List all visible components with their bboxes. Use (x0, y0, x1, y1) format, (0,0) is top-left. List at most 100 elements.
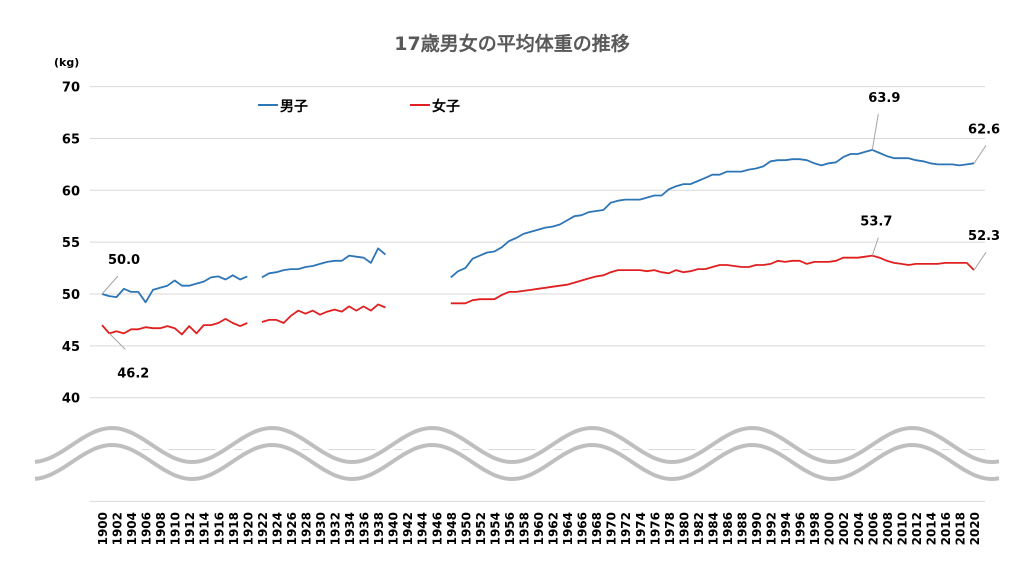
data-label-leader (101, 275, 119, 295)
x-tick-label: 1932 (329, 512, 343, 545)
data-labels: 50.0 46.2 63.9 62.6 53.7 52.3 (101, 91, 1000, 381)
data-label-leader (108, 333, 126, 350)
x-tick-labels: 1900 1902 1904 1906 1908 1910 1912 1914 1916 1918… (96, 512, 982, 545)
x-tick-label: 1964 (561, 512, 575, 545)
x-tick-label: 1974 (634, 512, 648, 545)
data-label: 53.7 (860, 215, 892, 230)
x-tick-label: 1942 (401, 512, 415, 545)
x-tick-label: 1934 (343, 512, 357, 545)
data-label-leader (871, 237, 879, 256)
x-tick-label: 1998 (808, 512, 822, 545)
x-tick-label: 1904 (125, 512, 139, 545)
x-tick-label: 1980 (677, 512, 691, 545)
chart-title: 17歳男女の平均体重の推移 (394, 32, 629, 55)
axis-break-symbol (34, 422, 1000, 485)
y-axis-unit: (kg) (54, 56, 79, 69)
y-tick-label: 40 (62, 392, 80, 407)
legend: 男子 女子 (258, 98, 460, 115)
x-tick-label: 1916 (212, 512, 226, 545)
x-tick-label: 1922 (256, 512, 270, 545)
x-tick-label: 1912 (183, 512, 197, 545)
x-tick-label: 1958 (517, 512, 531, 545)
x-tick-label: 2000 (823, 512, 837, 545)
data-label: 52.3 (968, 229, 1000, 244)
data-label-leader (871, 113, 879, 150)
x-tick-label: 1902 (111, 512, 125, 545)
x-tick-label: 1972 (619, 512, 633, 545)
x-tick-label: 2014 (924, 512, 938, 545)
series-line-boys (261, 247, 386, 279)
x-tick-label: 1954 (488, 512, 502, 545)
x-tick-label: 1966 (576, 512, 590, 545)
legend-label-boys: 男子 (280, 99, 308, 115)
x-tick-label: 1956 (503, 512, 517, 545)
legend-label-girls: 女子 (432, 98, 460, 115)
data-label: 62.6 (968, 122, 1000, 137)
x-tick-label: 1990 (750, 512, 764, 545)
x-tick-label: 1962 (547, 512, 561, 545)
x-tick-label: 1906 (140, 512, 154, 545)
break-wave-line (34, 425, 1000, 465)
x-tick-label: 1944 (416, 512, 430, 545)
x-tick-label: 1938 (372, 512, 386, 545)
gridlines (90, 86, 985, 502)
x-tick-label: 2012 (910, 512, 924, 545)
series-lines (101, 148, 975, 336)
x-tick-label: 1982 (692, 512, 706, 545)
x-tick-label: 1952 (474, 512, 488, 545)
y-tick-label: 45 (62, 340, 80, 355)
x-tick-label: 2010 (895, 512, 909, 545)
x-tick-label: 2016 (939, 512, 953, 545)
x-tick-label: 2008 (881, 512, 895, 545)
x-tick-label: 1908 (154, 512, 168, 545)
y-tick-label: 60 (62, 184, 80, 199)
x-tick-label: 1992 (765, 512, 779, 545)
data-label: 50.0 (108, 253, 140, 268)
x-tick-label: 1986 (721, 512, 735, 545)
x-tick-label: 1948 (445, 512, 459, 545)
x-tick-label: 1918 (227, 512, 241, 545)
x-tick-label: 1914 (198, 512, 212, 545)
x-tick-label: 1946 (430, 512, 444, 545)
y-tick-labels: 40 45 50 55 60 65 70 (62, 81, 80, 407)
series-line-girls (101, 317, 248, 336)
data-label-leader (973, 145, 987, 164)
break-wave-line (34, 442, 1000, 482)
x-tick-label: 1968 (590, 512, 604, 545)
x-tick-label: 1936 (358, 512, 372, 545)
y-tick-label: 70 (62, 81, 80, 96)
series-line-girls (261, 303, 386, 324)
x-tick-label: 2020 (968, 512, 982, 545)
series-line-girls (450, 254, 975, 305)
x-tick-label: 1900 (96, 512, 110, 545)
x-tick-label: 1976 (648, 512, 662, 545)
x-tick-label: 1924 (270, 512, 284, 545)
data-label-leader (973, 251, 987, 271)
data-label: 63.9 (868, 91, 900, 106)
series-line-boys (450, 148, 975, 279)
x-tick-label: 1940 (387, 512, 401, 545)
x-tick-label: 1988 (735, 512, 749, 545)
x-tick-label: 2004 (852, 512, 866, 545)
x-tick-label: 1928 (299, 512, 313, 545)
x-tick-label: 1978 (663, 512, 677, 545)
x-tick-label: 1996 (794, 512, 808, 545)
y-tick-label: 50 (62, 288, 80, 303)
x-tick-label: 1994 (779, 512, 793, 545)
x-tick-label: 1960 (532, 512, 546, 545)
x-tick-label: 1950 (459, 512, 473, 545)
series-line-boys (101, 274, 248, 304)
x-tick-label: 1984 (706, 512, 720, 545)
x-tick-label: 1920 (241, 512, 255, 545)
y-tick-label: 65 (62, 132, 80, 147)
data-label: 46.2 (117, 366, 149, 381)
y-tick-label: 55 (62, 236, 80, 251)
x-tick-label: 2018 (954, 512, 968, 545)
x-tick-label: 1930 (314, 512, 328, 545)
x-tick-label: 1970 (605, 512, 619, 545)
x-tick-label: 2002 (837, 512, 851, 545)
x-tick-label: 2006 (866, 512, 880, 545)
x-tick-label: 1926 (285, 512, 299, 545)
x-tick-label: 1910 (169, 512, 183, 545)
